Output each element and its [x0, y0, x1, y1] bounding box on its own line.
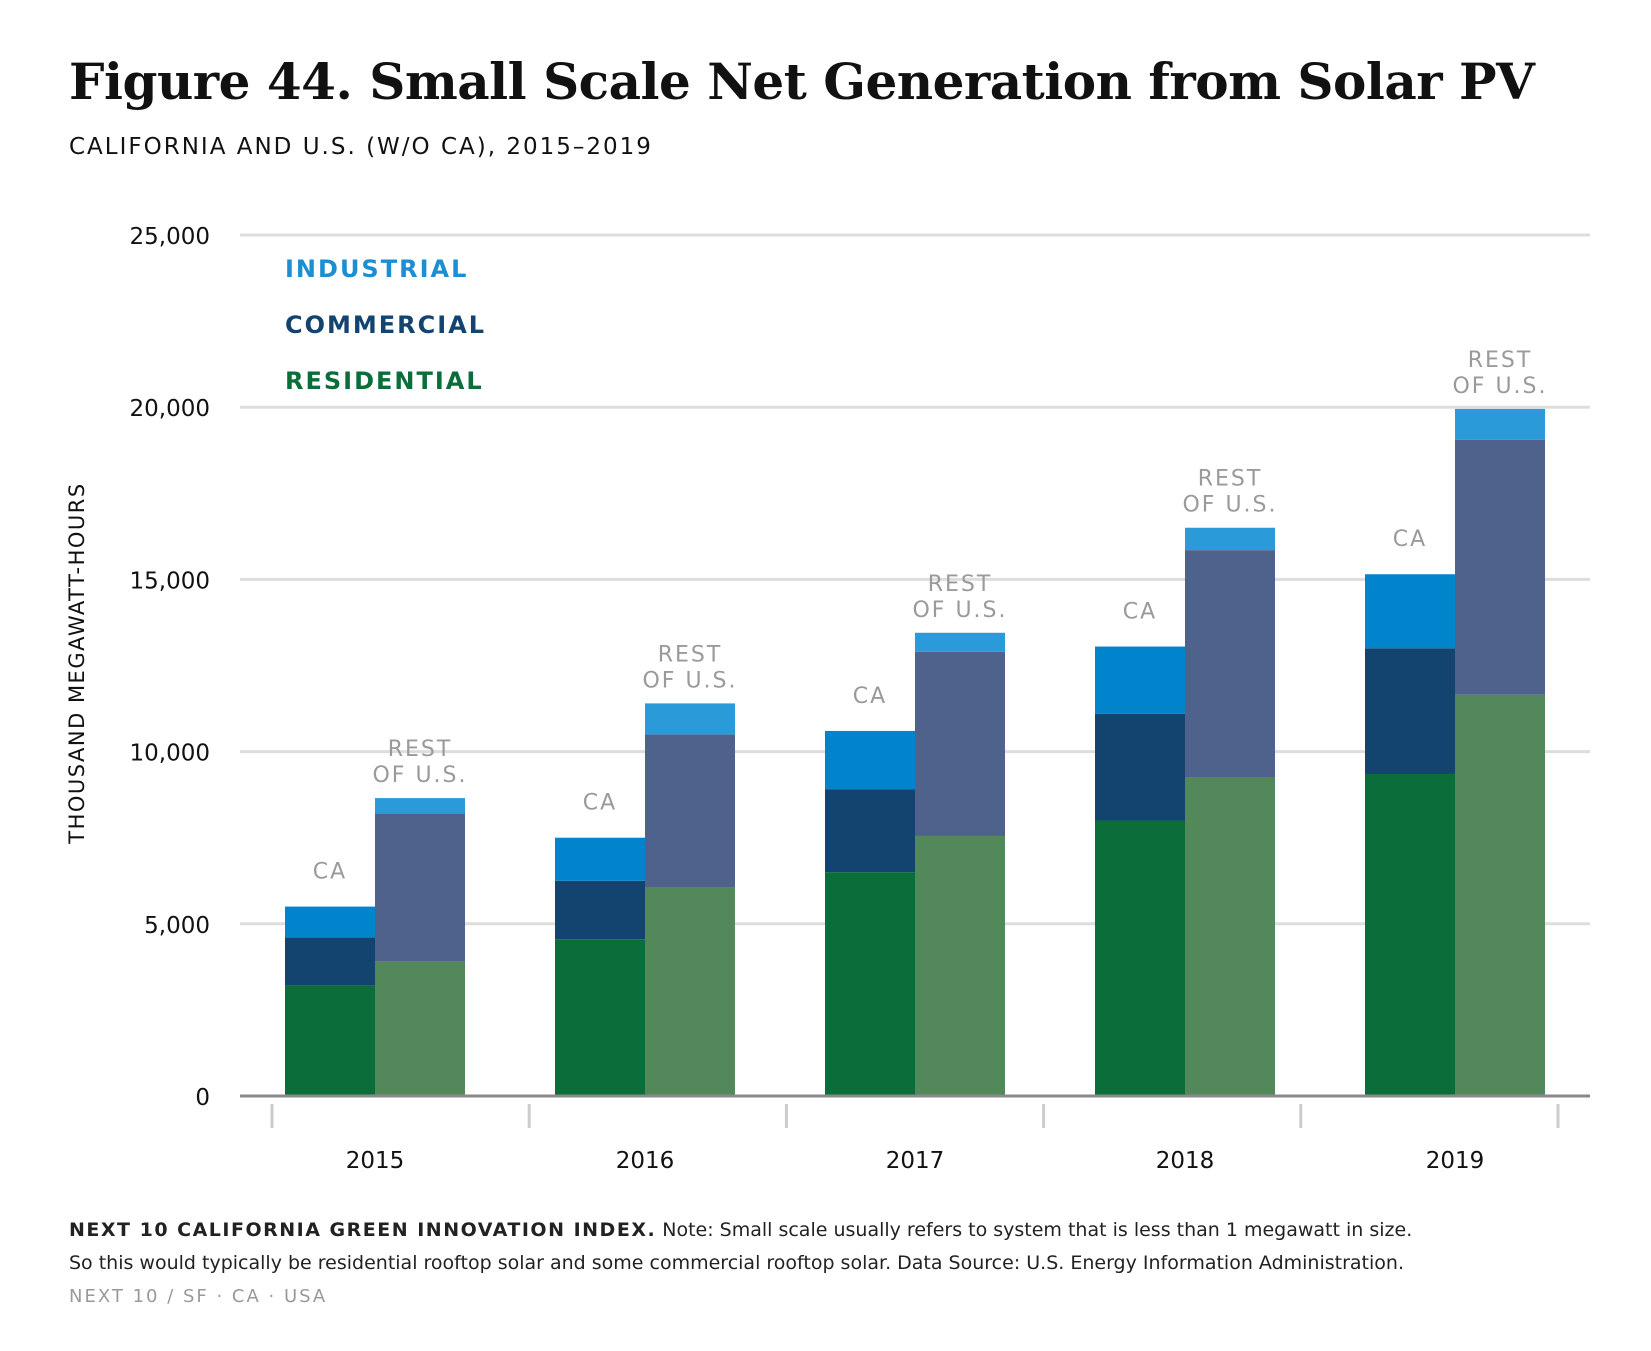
x-tick-label: 2015 [346, 1148, 405, 1174]
bar-industrial [1365, 574, 1455, 649]
bar-group-label-line1: REST [928, 572, 993, 597]
bar-industrial [285, 906, 375, 938]
bar-residential [825, 872, 915, 1096]
bar-commercial [1455, 439, 1545, 695]
footer-note-line1: Note: Small scale usually refers to syst… [662, 1219, 1413, 1241]
y-axis-ticks: 0 5,000 10,000 15,000 20,000 25,000 [130, 224, 210, 1111]
y-tick-label: 5,000 [144, 913, 210, 939]
footer-org: NEXT 10 CALIFORNIA GREEN INNOVATION INDE… [69, 1219, 657, 1241]
bar-group-label: CA [1123, 600, 1157, 625]
x-tick-label: 2018 [1156, 1148, 1215, 1174]
bar-commercial [555, 880, 645, 940]
bar-commercial [1185, 550, 1275, 778]
bar-group-label-line1: REST [1198, 467, 1263, 492]
legend-commercial: COMMERCIAL [285, 311, 486, 339]
bar-group-label: CA [313, 860, 347, 885]
bar-group-label: CA [853, 684, 887, 709]
bar-commercial [375, 813, 465, 962]
y-axis-label: THOUSAND MEGAWATT-HOURS [65, 482, 89, 844]
bar-group-label-line2: OF U.S. [1452, 374, 1547, 399]
legend: INDUSTRIAL COMMERCIAL RESIDENTIAL [285, 255, 486, 395]
bar-residential [1095, 820, 1185, 1096]
bar-chart: 0 5,000 10,000 15,000 20,000 25,000 THOUSAND … [65, 224, 1590, 1174]
bar-residential [645, 887, 735, 1096]
bar-group-label-line1: REST [658, 642, 723, 667]
bar-industrial [1095, 646, 1185, 714]
chart-title: Figure 44. Small Scale Net Generation fr… [69, 52, 1535, 111]
bars [285, 408, 1545, 1096]
bar-residential [555, 939, 645, 1096]
bar-industrial [555, 837, 645, 881]
bar-group-label-line1: REST [388, 737, 453, 762]
bar-group-label-line2: OF U.S. [372, 763, 467, 788]
bar-commercial [1095, 713, 1185, 821]
bar-commercial [825, 789, 915, 873]
bar-residential [1365, 773, 1455, 1096]
x-tick-label: 2017 [886, 1148, 945, 1174]
footer-note-line2: So this would typically be residential r… [69, 1252, 1404, 1274]
footer-brand: NEXT 10 / SF · CA · USA [69, 1286, 328, 1307]
bar-industrial [645, 703, 735, 735]
bar-industrial [1455, 408, 1545, 440]
bar-residential [375, 961, 465, 1096]
legend-residential: RESIDENTIAL [285, 367, 484, 395]
bar-commercial [915, 651, 1005, 836]
y-tick-label: 0 [195, 1085, 210, 1111]
y-tick-label: 20,000 [130, 396, 210, 422]
bar-residential [915, 835, 1005, 1096]
bar-industrial [1185, 527, 1275, 551]
y-tick-label: 15,000 [130, 568, 210, 594]
bar-group-label-line2: OF U.S. [1182, 493, 1277, 518]
bar-industrial [915, 632, 1005, 652]
x-tick-label: 2019 [1426, 1148, 1485, 1174]
x-tick-label: 2016 [616, 1148, 675, 1174]
bar-industrial [825, 730, 915, 790]
bar-industrial [375, 798, 465, 814]
legend-industrial: INDUSTRIAL [285, 255, 468, 283]
bar-group-label-line2: OF U.S. [642, 668, 737, 693]
bar-commercial [645, 734, 735, 888]
bar-residential [1185, 777, 1275, 1096]
bar-group-label: CA [1393, 527, 1427, 552]
x-axis: 2015 2016 2017 2018 2019 [240, 1094, 1590, 1174]
bar-group-label: CA [583, 791, 617, 816]
bar-residential [1455, 694, 1545, 1096]
bar-residential [285, 985, 375, 1096]
footer-note: NEXT 10 CALIFORNIA GREEN INNOVATION INDE… [69, 1214, 1609, 1313]
bar-group-label-line2: OF U.S. [912, 598, 1007, 623]
bar-commercial [285, 937, 375, 986]
bar-commercial [1365, 648, 1455, 774]
bar-group-label-line1: REST [1468, 348, 1533, 373]
y-tick-label: 10,000 [130, 741, 210, 767]
chart-subtitle: CALIFORNIA AND U.S. (W/O CA), 2015–2019 [69, 134, 653, 160]
y-tick-label: 25,000 [130, 224, 210, 250]
